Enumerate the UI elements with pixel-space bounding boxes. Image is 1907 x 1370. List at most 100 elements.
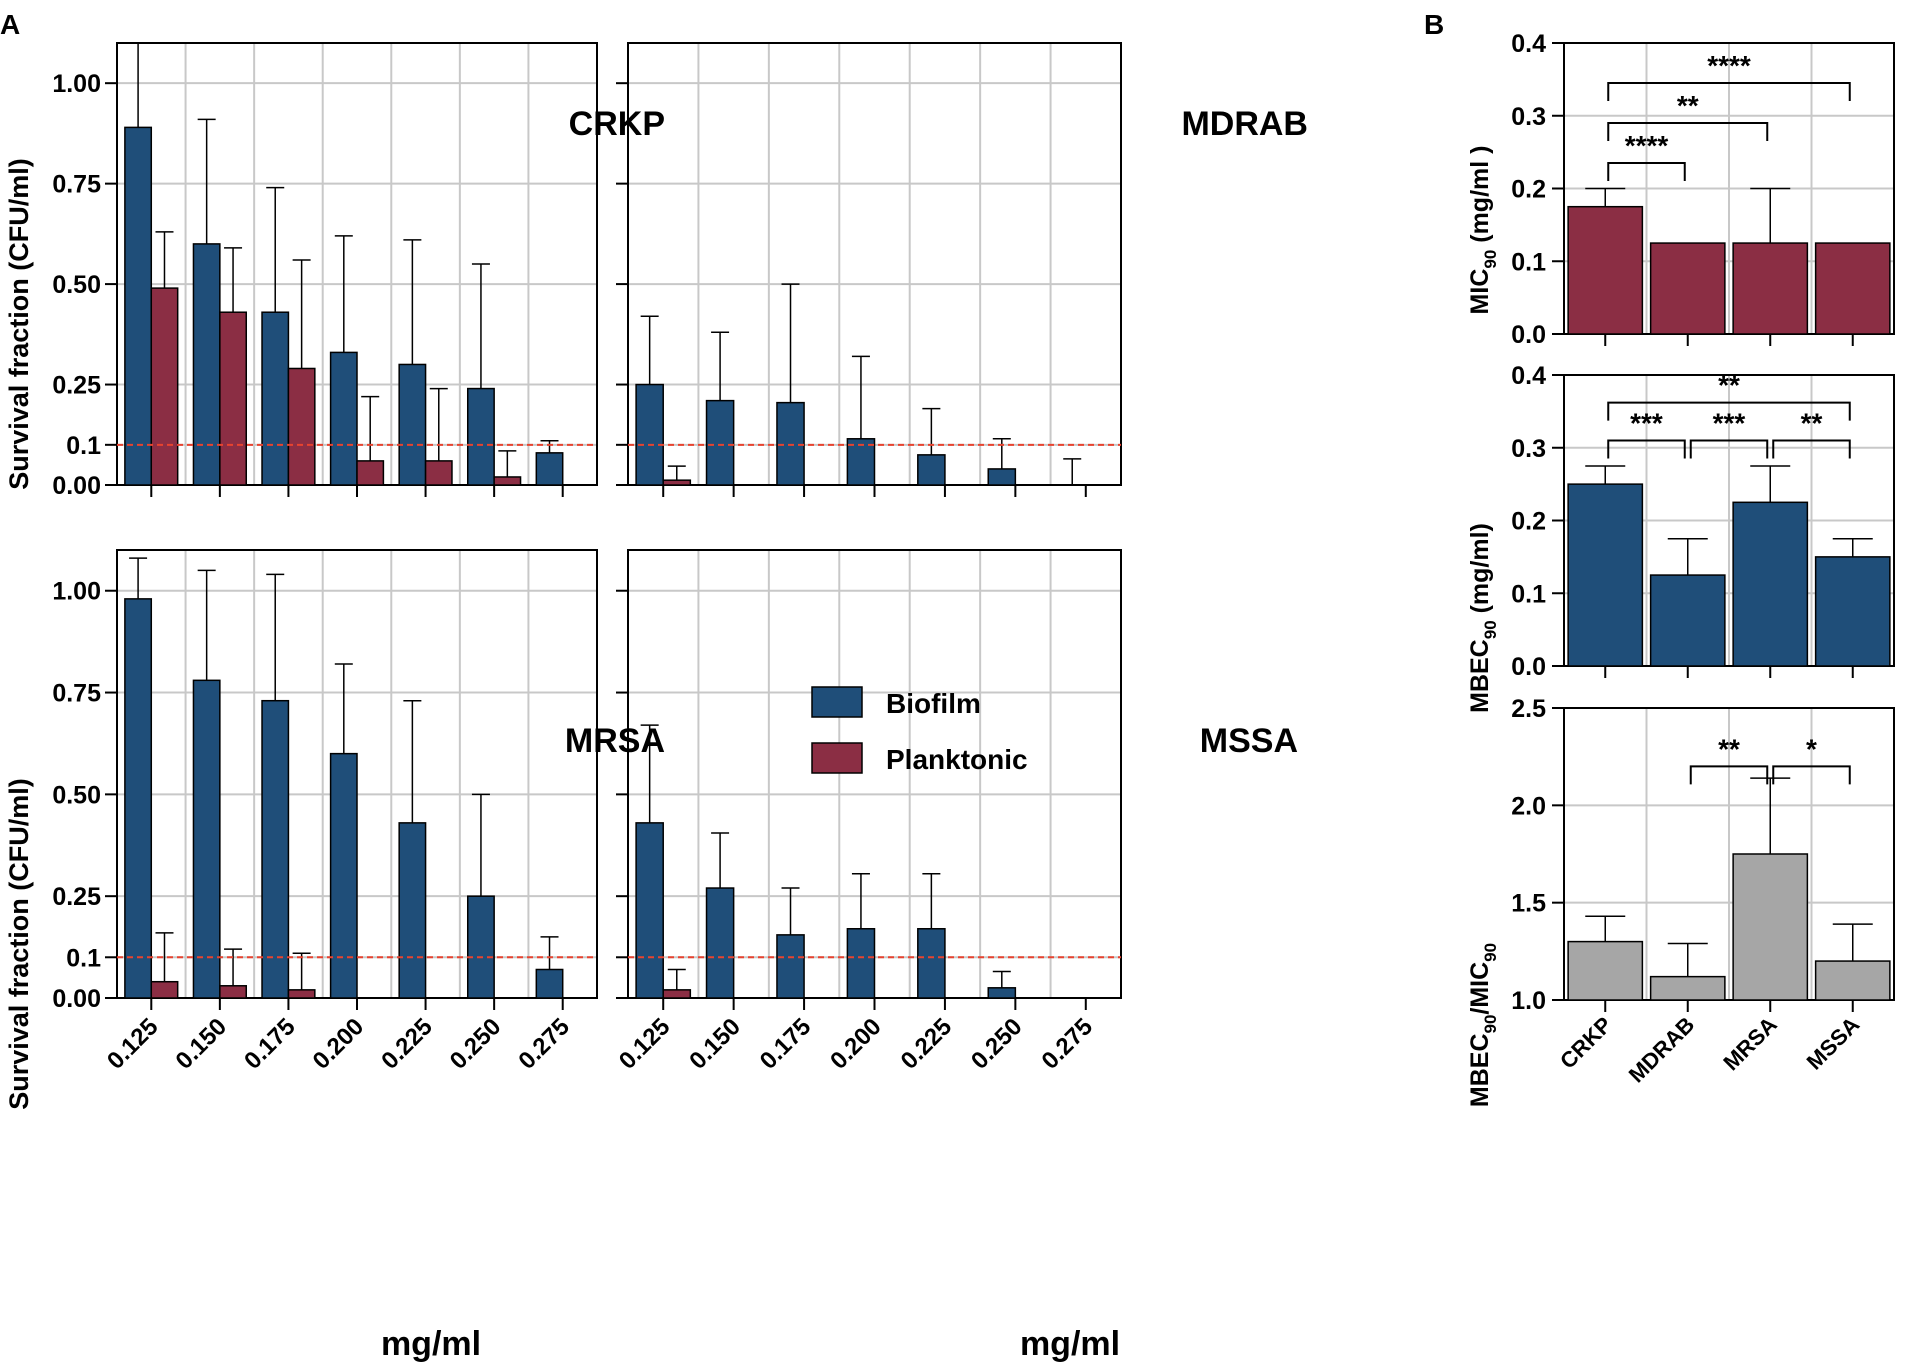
- ratio-ylabel: MBEC90/MIC90: [1466, 943, 1500, 1107]
- mbec-ylabel: MBEC90 (mg/ml): [1466, 523, 1500, 713]
- mbec-ytick-label: 0.4: [1511, 362, 1546, 390]
- ratio-ytick-label: 1.0: [1511, 987, 1546, 1015]
- ratio-significance-bracket: [1689, 765, 1769, 785]
- crkp-bar-planktonic: [219, 311, 248, 486]
- mic-ylabel: MIC90 (mg/ml ): [1466, 146, 1500, 315]
- mbec-ylabel-main: MBEC: [1466, 639, 1494, 713]
- mbec-ytick-label: 0.2: [1511, 508, 1546, 536]
- crkp-bar-planktonic: [493, 476, 522, 486]
- panel-a-label: A: [0, 9, 20, 40]
- mdrab-bar-planktonic: [662, 479, 692, 486]
- mic-chart: MIC90 (mg/ml ) 0.40.30.20.10.0**********: [1466, 30, 1895, 349]
- ratio-ytick-label: 1.5: [1511, 890, 1546, 918]
- crkp-bar-planktonic: [356, 460, 385, 486]
- ratio-xtick-label: MDRAB: [1624, 1012, 1700, 1088]
- mbec-ytick-label: 0.1: [1511, 580, 1546, 608]
- mbec-significance-bracket: [1772, 439, 1851, 459]
- legend-planktonic-label: Planktonic: [886, 744, 1028, 775]
- mic-ylabel-tail: (mg/ml ): [1466, 146, 1494, 250]
- mssa-xtick-label: 0.125: [614, 1013, 676, 1075]
- ratio-ylabel-sub: 90: [1481, 1015, 1500, 1034]
- mbec-significance-label: **: [1801, 407, 1823, 438]
- mdrab-frame: [627, 42, 1122, 486]
- mbec-significance-label: ***: [1713, 407, 1746, 438]
- mrsa-xtick-label: 0.225: [376, 1013, 438, 1075]
- mbec-significance-label: ***: [1630, 407, 1663, 438]
- mrsa-ytick-label: 0.25: [52, 883, 101, 911]
- ratio-ylabel-sub2: 90: [1481, 943, 1500, 962]
- mssa-bar-planktonic: [662, 989, 692, 999]
- mssa-bar-biofilm: [705, 887, 735, 999]
- mbec-bar-crkp: [1567, 483, 1644, 667]
- mrsa-xtick-label: 0.175: [239, 1013, 301, 1075]
- crkp-ytick-label: 0.75: [52, 171, 101, 199]
- crkp-bar-biofilm: [466, 387, 495, 486]
- ratio-frame: [1563, 707, 1895, 1001]
- mic-significance-bracket: [1607, 82, 1851, 102]
- ratio-significance-bracket: [1772, 765, 1851, 785]
- mic-ytick-label: 0.0: [1511, 321, 1546, 349]
- mbec-ylabel-sub: 90: [1481, 620, 1500, 639]
- mssa-xtick-label: 0.275: [1036, 1013, 1098, 1075]
- crkp-bar-biofilm: [535, 452, 564, 486]
- mic-significance-bracket: [1607, 122, 1769, 142]
- mbec-ytick-label: 0.3: [1511, 435, 1546, 463]
- mdrab-bar-biofilm: [705, 399, 735, 486]
- mrsa-ytick-label: 1.00: [52, 578, 101, 606]
- crkp-ylabel: Survival fraction (CFU/ml): [4, 158, 34, 490]
- mbec-ylabel-tail: (mg/ml): [1466, 523, 1494, 620]
- mdrab-bar-biofilm: [776, 401, 805, 486]
- mbec-significance-label: **: [1718, 370, 1740, 401]
- panel-b-label: B: [1424, 9, 1444, 40]
- crkp-title: CRKP: [569, 105, 665, 143]
- mdrab-bar-biofilm: [635, 383, 664, 486]
- mrsa-ytick-label: 0.00: [52, 985, 101, 1013]
- mrsa-bar-biofilm: [192, 679, 221, 999]
- mic-bar-mdrab: [1649, 242, 1726, 335]
- mrsa-chart: Survival fraction (CFU/ml) 1.00 0.75 0.50 0…: [4, 549, 665, 1363]
- crkp-ytick-label: 0.00: [52, 472, 101, 500]
- mrsa-xtick-label: 0.200: [308, 1013, 370, 1075]
- ratio-xtick-label: CRKP: [1555, 1012, 1617, 1074]
- mssa-bar-biofilm: [776, 934, 805, 999]
- crkp-ytick-label: 0.1: [66, 432, 101, 460]
- mic-significance-label: ****: [1625, 130, 1669, 161]
- mic-ylabel-sub: 90: [1481, 250, 1500, 269]
- mic-bar-crkp: [1567, 205, 1644, 335]
- crkp-chart: Survival fraction (CFU/ml) 1.00 0.75 0.50 0…: [4, 42, 665, 500]
- crkp-ytick-label: 1.00: [52, 70, 101, 98]
- mic-ytick-label: 0.1: [1511, 248, 1546, 276]
- ratio-ylabel-mid: /MIC: [1466, 962, 1494, 1015]
- mbec-bar-mdrab: [1649, 574, 1726, 667]
- crkp-ytick-label: 0.25: [52, 372, 101, 400]
- mbec-significance-bracket: [1607, 439, 1686, 459]
- mrsa-ytick-label: 0.75: [52, 680, 101, 708]
- crkp-bar-biofilm: [398, 363, 427, 486]
- mdrab-bar-biofilm: [846, 438, 876, 486]
- mrsa-xtick-label: 0.125: [102, 1013, 164, 1075]
- crkp-bar-biofilm: [192, 243, 221, 486]
- crkp-bar-biofilm: [261, 311, 290, 486]
- mssa-chart: 0.125 0.150 0.175 0.200 0.225 0.250 0.275 MSSA…: [614, 549, 1298, 1363]
- legend: Biofilm Planktonic: [811, 686, 1028, 775]
- ratio-significance-label: *: [1806, 733, 1817, 764]
- mic-significance-label: **: [1677, 90, 1699, 121]
- mic-ytick-label: 0.4: [1511, 30, 1546, 58]
- ratio-significance-label: **: [1718, 733, 1740, 764]
- mrsa-bar-biofilm: [398, 822, 427, 999]
- mic-significance-label: ****: [1707, 50, 1751, 81]
- mdrab-chart: MDRAB: [616, 42, 1308, 497]
- mssa-xtick-label: 0.150: [684, 1013, 746, 1075]
- legend-biofilm-label: Biofilm: [886, 688, 981, 719]
- mrsa-bar-planktonic: [150, 980, 179, 999]
- mrsa-bar-biofilm: [466, 895, 495, 999]
- crkp-bar-planktonic: [150, 287, 179, 486]
- mbec-significance-bracket: [1689, 439, 1769, 459]
- mic-ylabel-main: MIC: [1466, 269, 1494, 315]
- mrsa-ylabel: Survival fraction (CFU/ml): [4, 778, 34, 1110]
- mssa-xtick-label: 0.225: [896, 1013, 958, 1075]
- mrsa-xlabel: mg/ml: [381, 1325, 481, 1363]
- mic-significance-bracket: [1607, 162, 1686, 182]
